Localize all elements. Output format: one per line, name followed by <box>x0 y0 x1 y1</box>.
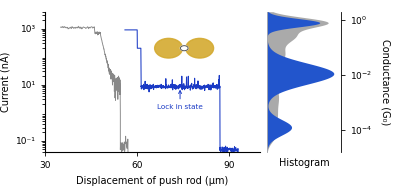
Y-axis label: Conductance (G₀): Conductance (G₀) <box>380 39 390 125</box>
Text: Lock in state: Lock in state <box>157 91 203 110</box>
Ellipse shape <box>186 38 214 58</box>
Y-axis label: Current (nA): Current (nA) <box>1 52 11 112</box>
X-axis label: Displacement of push rod (μm): Displacement of push rod (μm) <box>76 176 229 186</box>
Circle shape <box>180 46 188 51</box>
X-axis label: Histogram: Histogram <box>279 158 329 168</box>
Ellipse shape <box>154 38 182 58</box>
